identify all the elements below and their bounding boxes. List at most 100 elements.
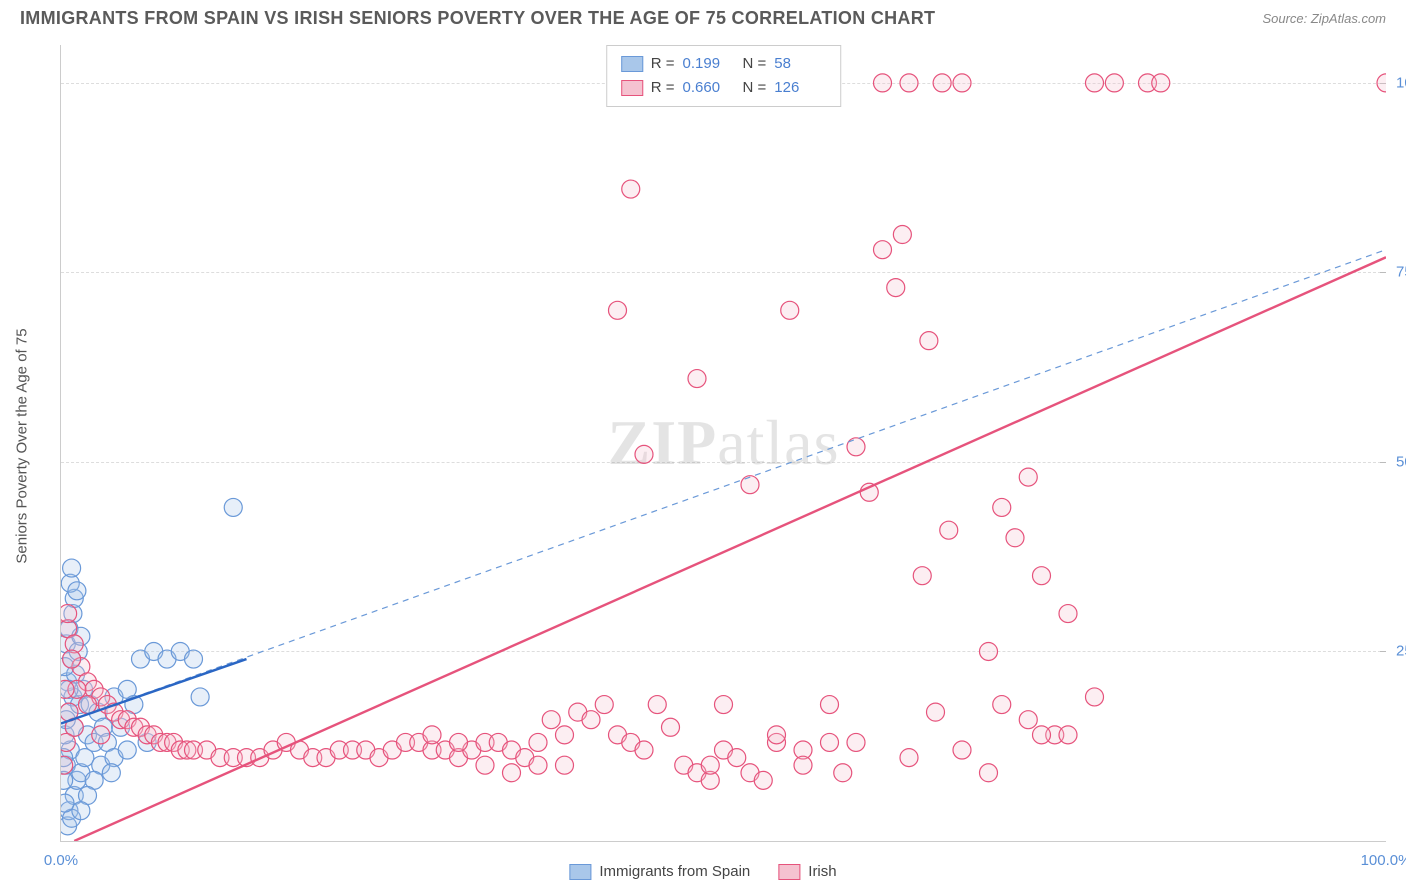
stat-value-r: 0.199: [683, 52, 735, 76]
scatter-plot: [61, 45, 1386, 841]
data-point: [63, 650, 81, 668]
data-point: [191, 688, 209, 706]
data-point: [1086, 74, 1104, 92]
data-point: [503, 764, 521, 782]
data-point: [913, 567, 931, 585]
stat-label-r: R =: [651, 76, 675, 100]
data-point: [595, 696, 613, 714]
data-point: [847, 438, 865, 456]
data-point: [980, 642, 998, 660]
data-point: [556, 756, 574, 774]
data-point: [953, 74, 971, 92]
data-point: [450, 733, 468, 751]
data-point: [821, 696, 839, 714]
y-tick-label: 100.0%: [1396, 74, 1406, 91]
data-point: [582, 711, 600, 729]
data-point: [1019, 468, 1037, 486]
legend-item: Immigrants from Spain: [569, 863, 750, 880]
stat-label-r: R =: [651, 52, 675, 76]
data-point: [874, 74, 892, 92]
data-point: [715, 696, 733, 714]
trend-line-dashed: [61, 250, 1386, 724]
data-point: [648, 696, 666, 714]
legend-swatch: [778, 864, 800, 880]
chart-area: R =0.199N =58R =0.660N =126 ZIPatlas 25.…: [60, 45, 1386, 842]
data-point: [68, 582, 86, 600]
data-point: [556, 726, 574, 744]
data-point: [768, 726, 786, 744]
data-point: [953, 741, 971, 759]
data-point: [993, 498, 1011, 516]
x-tick-label: 100.0%: [1361, 852, 1406, 869]
legend-swatch: [621, 56, 643, 72]
data-point: [1019, 711, 1037, 729]
data-point: [1086, 688, 1104, 706]
data-point: [1059, 605, 1077, 623]
data-point: [754, 771, 772, 789]
data-point: [688, 370, 706, 388]
stat-value-n: 58: [774, 52, 826, 76]
data-point: [102, 764, 120, 782]
data-point: [423, 726, 441, 744]
data-point: [61, 733, 75, 751]
data-point: [118, 741, 136, 759]
data-point: [1033, 567, 1051, 585]
data-point: [900, 749, 918, 767]
data-point: [1059, 726, 1077, 744]
legend-row: R = 0.660 N = 126: [621, 76, 827, 100]
legend-swatch: [569, 864, 591, 880]
data-point: [1033, 726, 1051, 744]
data-point: [529, 733, 547, 751]
data-point: [781, 301, 799, 319]
data-point: [741, 476, 759, 494]
data-point: [61, 680, 74, 698]
y-tick-label: 25.0%: [1396, 643, 1406, 660]
data-point: [622, 180, 640, 198]
data-point: [92, 726, 110, 744]
stat-value-r: 0.660: [683, 76, 735, 100]
data-point: [1006, 529, 1024, 547]
data-point: [940, 521, 958, 539]
data-point: [893, 226, 911, 244]
data-point: [847, 733, 865, 751]
legend-row: R = 0.199 N = 58: [621, 52, 827, 76]
stat-value-n: 126: [774, 76, 826, 100]
data-point: [887, 279, 905, 297]
data-point: [1377, 74, 1386, 92]
legend-label: Irish: [808, 863, 836, 880]
data-point: [933, 74, 951, 92]
source-attribution: Source: ZipAtlas.com: [1262, 11, 1386, 26]
data-point: [61, 605, 77, 623]
data-point: [821, 733, 839, 751]
legend-item: Irish: [778, 863, 836, 880]
y-axis-label: Seniors Poverty Over the Age of 75: [14, 328, 31, 563]
data-point: [728, 749, 746, 767]
data-point: [61, 794, 74, 812]
data-point: [185, 650, 203, 668]
data-point: [63, 559, 81, 577]
data-point: [224, 498, 242, 516]
series-legend: Immigrants from Spain Irish: [569, 863, 836, 880]
data-point: [542, 711, 560, 729]
data-point: [874, 241, 892, 259]
data-point: [635, 741, 653, 759]
data-point: [1105, 74, 1123, 92]
data-point: [609, 301, 627, 319]
data-point: [635, 445, 653, 463]
data-point: [920, 332, 938, 350]
y-tick-label: 75.0%: [1396, 264, 1406, 281]
data-point: [927, 703, 945, 721]
page-title: IMMIGRANTS FROM SPAIN VS IRISH SENIORS P…: [20, 8, 935, 29]
data-point: [1152, 74, 1170, 92]
data-point: [476, 756, 494, 774]
stat-label-n: N =: [743, 76, 767, 100]
data-point: [72, 802, 90, 820]
data-point: [993, 696, 1011, 714]
data-point: [529, 756, 547, 774]
x-tick-label: 0.0%: [44, 852, 78, 869]
data-point: [794, 756, 812, 774]
data-point: [834, 764, 852, 782]
y-tick-label: 50.0%: [1396, 453, 1406, 470]
stat-label-n: N =: [743, 52, 767, 76]
data-point: [701, 756, 719, 774]
